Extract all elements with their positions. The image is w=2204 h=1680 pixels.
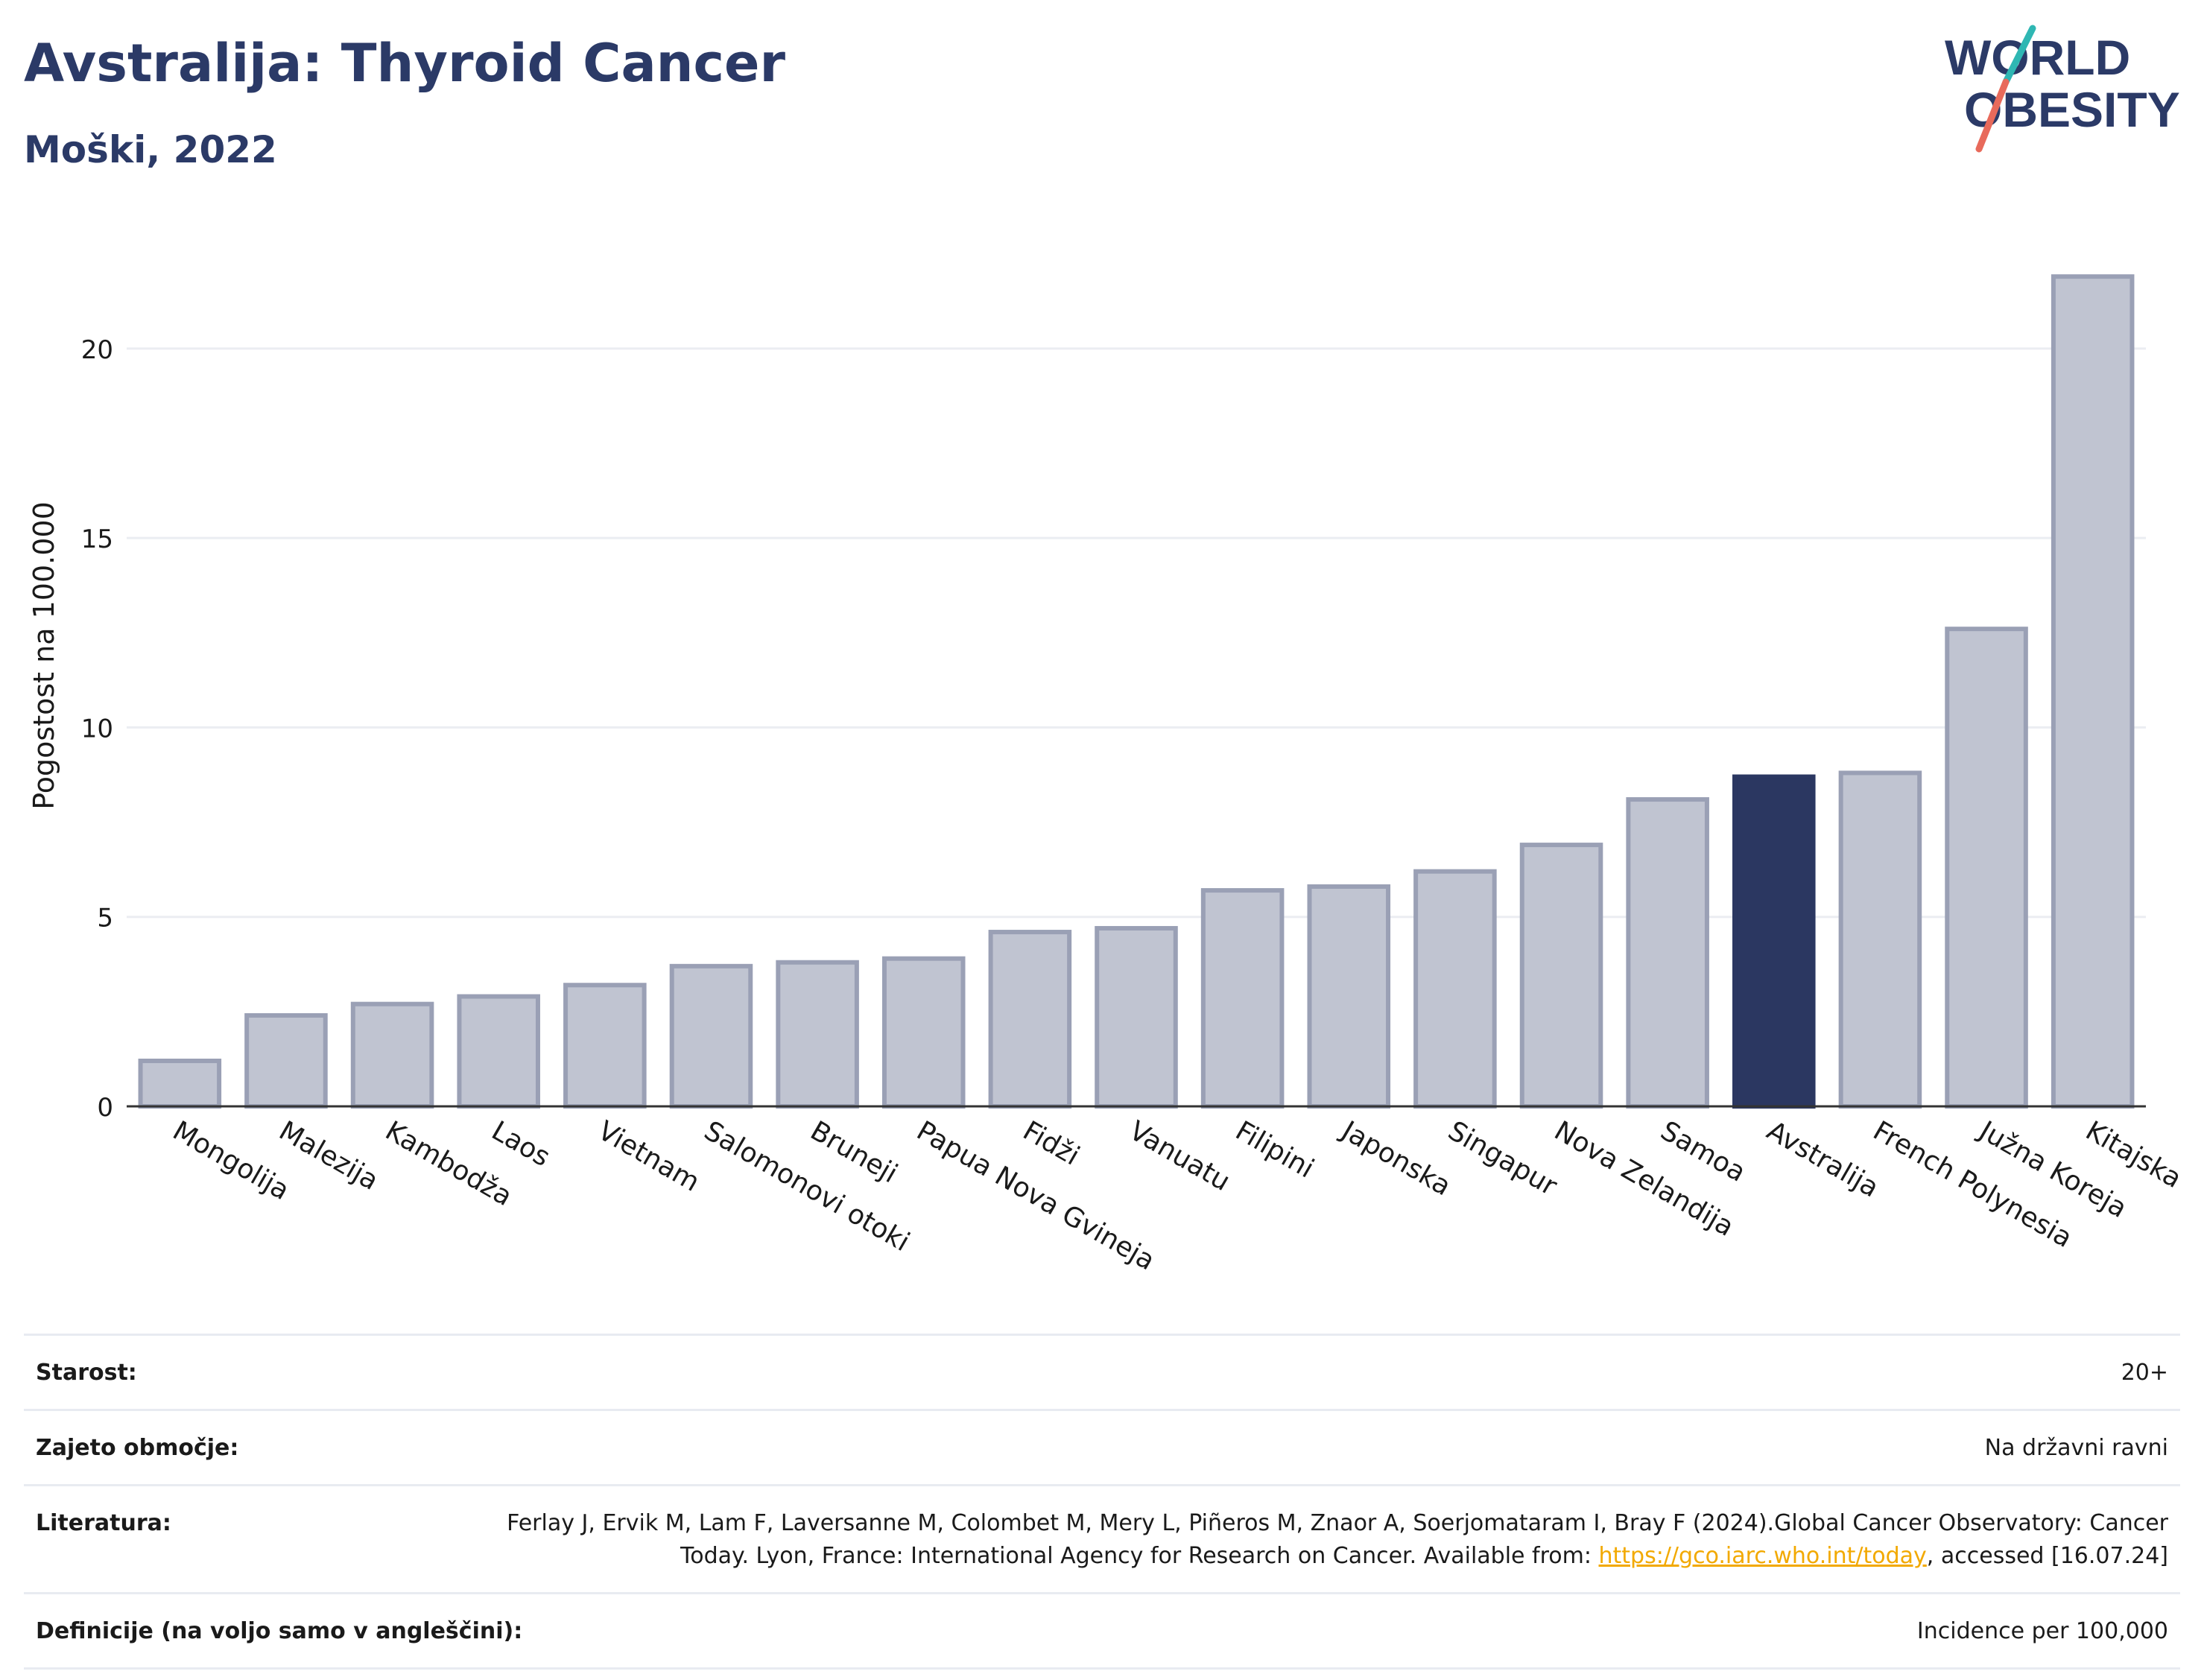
bar-kambod-a [350, 1001, 434, 1109]
info-value-references: Ferlay J, Ervik M, Lam F, Laversanne M, … [455, 1507, 2168, 1573]
bar-mongolija [138, 1058, 222, 1109]
x-tick-label: Mongolija [168, 1115, 294, 1206]
bar-fid-i [988, 930, 1072, 1109]
x-tick-label: Nova Zelandija [1549, 1115, 1739, 1243]
reference-text-end: , accessed [16.07.24] [1926, 1543, 2168, 1569]
x-tick-label: Laos [487, 1115, 555, 1173]
y-tick-label: 0 [97, 1093, 113, 1123]
y-tick-label: 5 [97, 904, 113, 933]
bar-french-polynesia [1838, 770, 1922, 1109]
bar-avstralija [1732, 774, 1816, 1109]
bar-nova-zelandija [1519, 843, 1603, 1109]
x-tick-label: Vietnam [592, 1115, 704, 1198]
info-value-definitions: Incidence per 100,000 [1916, 1618, 2168, 1644]
bar-samoa [1626, 797, 1709, 1109]
bar-kitajska [2051, 274, 2135, 1109]
bar-singapur [1413, 869, 1497, 1109]
x-tick-label: Filipini [1230, 1115, 1319, 1184]
x-tick-label: French Polynesia [1868, 1115, 2077, 1254]
info-table: Starost: 20+ Zajeto območje: Na državni … [24, 1334, 2180, 1670]
x-tick-label: Fidži [1018, 1115, 1085, 1171]
y-axis-label: Pogostost na 100.000 [28, 501, 60, 810]
info-label-age: Starost: [36, 1360, 137, 1386]
x-tick-label: Vanuatu [1124, 1115, 1235, 1197]
svg-text:WORLD: WORLD [1945, 30, 2130, 85]
y-tick-label: 15 [81, 524, 113, 554]
bar-ju-na-koreja [1945, 627, 2028, 1109]
x-tick-label: Japonska [1335, 1115, 1456, 1202]
x-tick-label: Salomonovi otoki [699, 1115, 915, 1258]
x-tick-label: Singapur [1443, 1115, 1562, 1202]
reference-text: Ferlay J, Ervik M, Lam F, Laversanne M, … [507, 1510, 2168, 1569]
info-label-definitions: Definicije (na voljo samo v angleščini): [36, 1618, 523, 1644]
y-tick-label: 20 [81, 335, 113, 365]
y-tick-label: 10 [81, 714, 113, 744]
x-tick-label: Avstralija [1761, 1115, 1884, 1203]
bar-papua-nova-gvineja [881, 956, 966, 1109]
info-label-coverage: Zajeto območje: [36, 1435, 239, 1461]
bar-filipini [1200, 888, 1285, 1109]
world-obesity-logo: WORLD OBESITY [1945, 25, 2180, 153]
info-value-coverage: Na državni ravni [1984, 1435, 2168, 1461]
info-row-definitions: Definicije (na voljo samo v angleščini):… [24, 1592, 2180, 1670]
info-row-age: Starost: 20+ [24, 1334, 2180, 1409]
chart-subtitle: Moški, 2022 [24, 128, 277, 171]
info-row-coverage: Zajeto območje: Na državni ravni [24, 1409, 2180, 1484]
bar-bruneji [776, 960, 859, 1109]
reference-link[interactable]: https://gco.iarc.who.int/today [1598, 1543, 1927, 1569]
bar-japonska [1307, 884, 1391, 1109]
bar-vanuatu [1095, 925, 1178, 1109]
chart-title: Avstralija: Thyroid Cancer [24, 33, 786, 94]
info-value-age: 20+ [2121, 1360, 2168, 1386]
bar-malezija [244, 1012, 328, 1109]
info-row-references: Literatura: Ferlay J, Ervik M, Lam F, La… [24, 1484, 2180, 1592]
info-label-references: Literatura: [36, 1510, 171, 1536]
bar-salomonovi-otoki [669, 963, 753, 1109]
bar-vietnam [563, 983, 647, 1109]
bar-laos [457, 994, 540, 1109]
